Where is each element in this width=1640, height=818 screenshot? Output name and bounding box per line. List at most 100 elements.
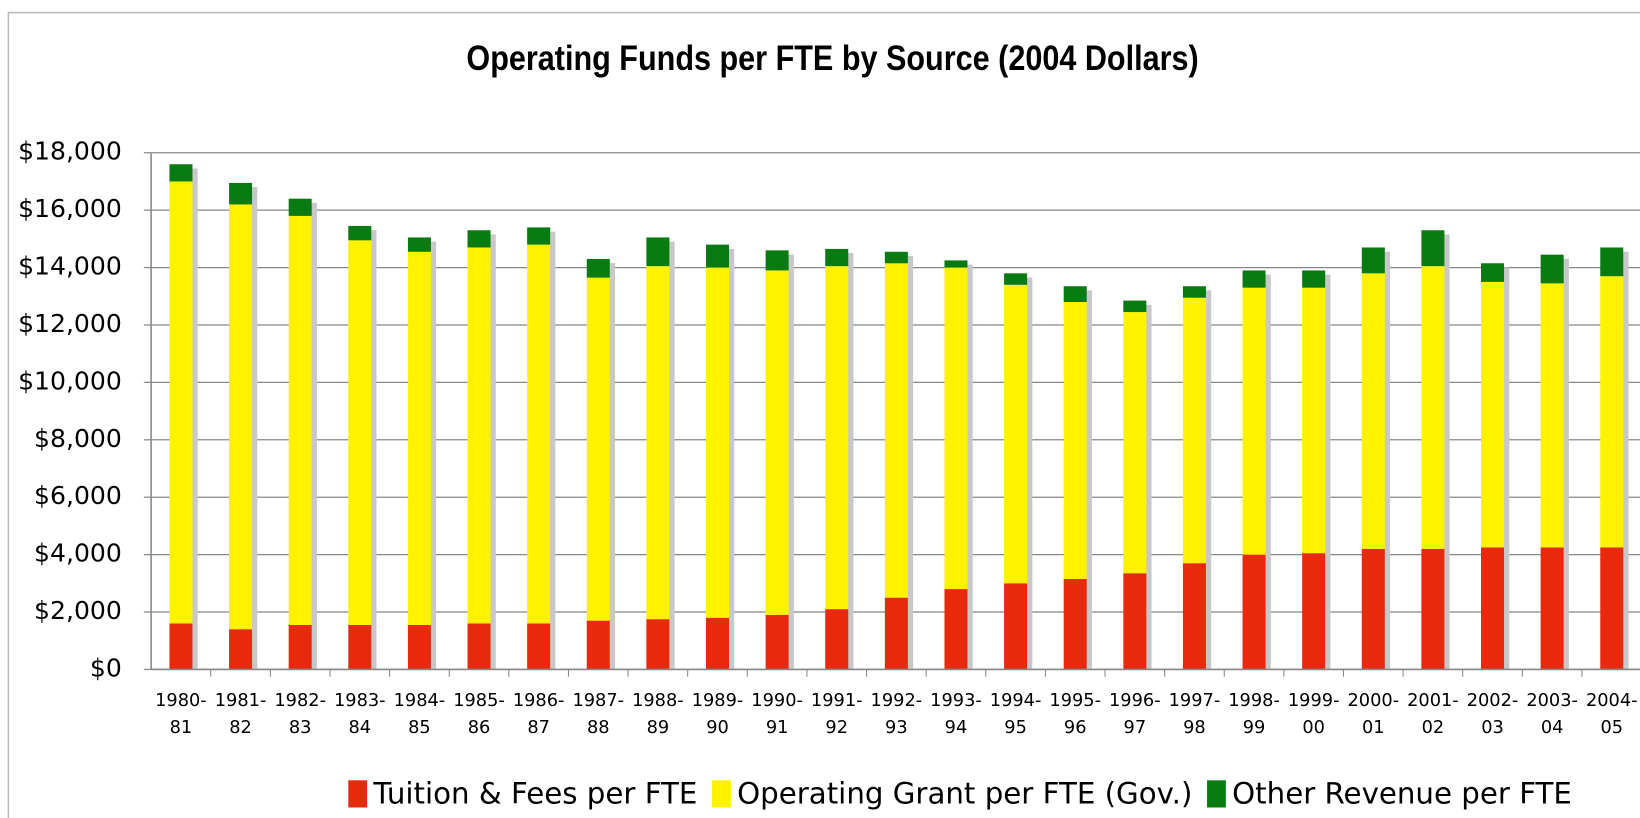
bar-segment: [1242, 554, 1266, 670]
x-tick-label: 2003- 04: [1526, 690, 1578, 738]
bar-segment: [825, 248, 849, 267]
bar-segment: [1540, 547, 1564, 670]
x-tick-label: 2001- 02: [1407, 690, 1459, 738]
x-tick-label: 1996- 97: [1109, 690, 1161, 738]
bar-segment: [1242, 270, 1266, 288]
x-tick-label-line: 83: [289, 717, 312, 738]
x-tick-label-line: 84: [348, 717, 371, 738]
x-tick-label-line: 1986-: [513, 690, 565, 711]
bar-segment: [1004, 273, 1028, 285]
x-tick-label-line: 2000-: [1347, 690, 1399, 711]
bar-segment: [1004, 284, 1028, 584]
legend-swatch: [712, 780, 731, 808]
x-tick-label-line: 1988-: [632, 690, 684, 711]
bar-segment: [1123, 312, 1147, 574]
x-tick-label-line: 93: [885, 717, 908, 738]
y-tick-label: $12,000: [18, 309, 122, 338]
bar-segment: [825, 266, 849, 610]
x-tick-label: 1991- 92: [811, 690, 863, 738]
x-tick-label-line: 1990-: [751, 690, 803, 711]
bar-segment: [1600, 547, 1624, 670]
bar-segment: [586, 620, 610, 670]
bar-segment: [348, 225, 372, 241]
bar-segment: [1361, 273, 1385, 549]
x-tick-label-line: 98: [1183, 717, 1206, 738]
x-tick-label-line: 91: [766, 717, 789, 738]
x-tick-label-line: 2003-: [1526, 690, 1578, 711]
x-tick-label: 1993- 94: [930, 690, 982, 738]
x-tick-label-line: 89: [647, 717, 670, 738]
bar-segment: [229, 204, 253, 630]
x-tick-label-line: 1980-: [155, 690, 207, 711]
legend-swatch: [348, 780, 368, 808]
x-tick-label-line: 1984-: [394, 690, 446, 711]
bar-segment: [646, 266, 670, 620]
bar-segment: [646, 619, 670, 670]
x-tick-label-line: 1999-: [1288, 690, 1340, 711]
y-tick-label: $14,000: [18, 252, 122, 281]
x-tick-label-line: 2002-: [1467, 690, 1519, 711]
bar-segment: [586, 277, 610, 621]
x-tick-label-line: 97: [1124, 717, 1147, 738]
x-tick-label-line: 05: [1600, 717, 1623, 738]
y-tick-label: $6,000: [34, 481, 122, 510]
bar-segment: [825, 609, 849, 670]
x-tick-label: 1985- 86: [453, 690, 505, 738]
y-tick-label: $10,000: [18, 366, 122, 395]
x-tick-label-line: 1989-: [692, 690, 744, 711]
x-tick-label-line: 01: [1362, 717, 1385, 738]
bar-segment: [1063, 579, 1087, 670]
x-tick-label-line: 02: [1422, 717, 1445, 738]
bar-segment: [1004, 583, 1028, 670]
y-tick-label: $0: [90, 653, 122, 682]
bar-segment: [407, 237, 431, 252]
bar-segment: [1302, 553, 1326, 670]
bar-segment: [1302, 287, 1326, 554]
x-tick-label: 1988- 89: [632, 690, 684, 738]
x-tick-label: 1980- 81: [155, 690, 207, 738]
x-tick-label-line: 92: [825, 717, 848, 738]
bar-segment: [288, 198, 312, 216]
x-tick-label-line: 82: [229, 717, 252, 738]
x-tick-label-line: 94: [945, 717, 968, 738]
bar-segment: [407, 251, 431, 625]
bar-segment: [229, 629, 253, 670]
bar-segment: [1481, 281, 1505, 548]
x-tick-label-line: 1994-: [990, 690, 1042, 711]
bar-segment: [944, 267, 968, 590]
bar-segment: [407, 624, 431, 670]
bar-segment: [1540, 254, 1564, 284]
x-tick-label: 1986- 87: [513, 690, 565, 738]
x-tick-label-line: 1998-: [1228, 690, 1280, 711]
bar-segment: [1421, 548, 1445, 670]
x-tick-label: 1997- 98: [1169, 690, 1221, 738]
bar-segment: [1063, 302, 1087, 580]
x-tick-label: 1981- 82: [215, 690, 267, 738]
x-tick-label: 1994- 95: [990, 690, 1042, 738]
bar-segment: [944, 589, 968, 670]
y-tick-label: $2,000: [34, 596, 122, 625]
x-tick-label-line: 1997-: [1169, 690, 1221, 711]
x-tick-label-line: 1993-: [930, 690, 982, 711]
x-tick-label: 1992- 93: [871, 690, 923, 738]
bar-segment: [1421, 230, 1445, 267]
bar-segment: [586, 258, 610, 278]
bar-segment: [705, 617, 730, 670]
x-tick-label: 1987- 88: [572, 690, 624, 738]
chart-frame: [7, 11, 1640, 818]
legend-swatch: [1207, 780, 1226, 808]
y-tick-label: $8,000: [34, 424, 122, 453]
bar-segment: [944, 260, 968, 268]
bar-segment: [527, 227, 551, 245]
bar-segment: [1182, 563, 1206, 670]
x-tick-label-line: 81: [170, 717, 193, 738]
x-tick-label-line: 87: [527, 717, 550, 738]
bar-segment: [527, 623, 551, 670]
x-tick-label: 1984- 85: [394, 690, 446, 738]
x-tick-label-line: 1992-: [871, 690, 923, 711]
bar-segment: [705, 244, 730, 268]
x-tick-label-line: 1995-: [1049, 690, 1101, 711]
x-tick-label-line: 2001-: [1407, 690, 1459, 711]
x-tick-label: 1999- 00: [1288, 690, 1340, 738]
